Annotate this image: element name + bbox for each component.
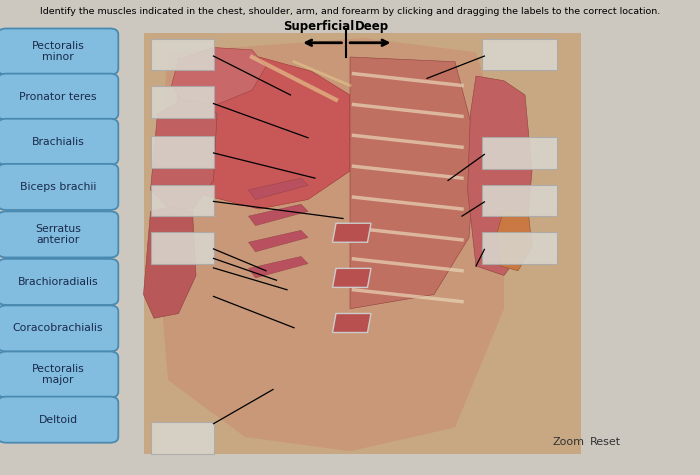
Text: Biceps brachii: Biceps brachii [20,182,97,192]
FancyBboxPatch shape [482,232,556,264]
FancyBboxPatch shape [144,33,581,454]
FancyBboxPatch shape [150,232,214,264]
FancyBboxPatch shape [0,74,118,120]
Polygon shape [144,207,196,318]
Text: Reset: Reset [590,437,621,447]
FancyBboxPatch shape [150,185,214,216]
FancyBboxPatch shape [0,305,118,352]
Text: Brachialis: Brachialis [32,137,85,147]
Text: Zoom: Zoom [552,437,584,447]
Polygon shape [468,76,532,276]
Polygon shape [172,48,266,104]
Polygon shape [332,223,371,242]
Text: Superficial: Superficial [283,19,354,33]
Text: Pectoralis
minor: Pectoralis minor [32,41,85,62]
Text: Deltoid: Deltoid [38,415,78,425]
FancyBboxPatch shape [482,137,556,169]
FancyBboxPatch shape [150,39,214,70]
FancyBboxPatch shape [150,86,214,118]
Text: Pectoralis
major: Pectoralis major [32,364,85,385]
Polygon shape [154,38,504,451]
Polygon shape [248,230,308,252]
FancyBboxPatch shape [0,259,118,305]
FancyBboxPatch shape [0,211,118,257]
FancyBboxPatch shape [150,422,214,454]
Text: Coracobrachialis: Coracobrachialis [13,323,104,333]
Polygon shape [172,57,350,209]
FancyBboxPatch shape [482,39,556,70]
FancyBboxPatch shape [0,352,118,398]
FancyBboxPatch shape [150,136,214,168]
Polygon shape [150,100,217,209]
Polygon shape [350,57,476,309]
FancyBboxPatch shape [0,119,118,165]
Polygon shape [332,268,371,287]
Text: Pronator teres: Pronator teres [20,92,97,102]
Text: Brachioradialis: Brachioradialis [18,277,99,287]
Polygon shape [248,256,308,278]
Text: Deep: Deep [356,19,389,33]
FancyBboxPatch shape [0,164,118,210]
FancyBboxPatch shape [482,185,556,216]
Text: Serratus
anterior: Serratus anterior [35,224,81,245]
Polygon shape [248,204,308,226]
Text: Identify the muscles indicated in the chest, shoulder, arm, and forearm by click: Identify the muscles indicated in the ch… [40,7,660,16]
Polygon shape [497,209,532,271]
Polygon shape [248,178,308,200]
FancyBboxPatch shape [0,28,118,75]
Polygon shape [332,314,371,332]
FancyBboxPatch shape [0,397,118,443]
